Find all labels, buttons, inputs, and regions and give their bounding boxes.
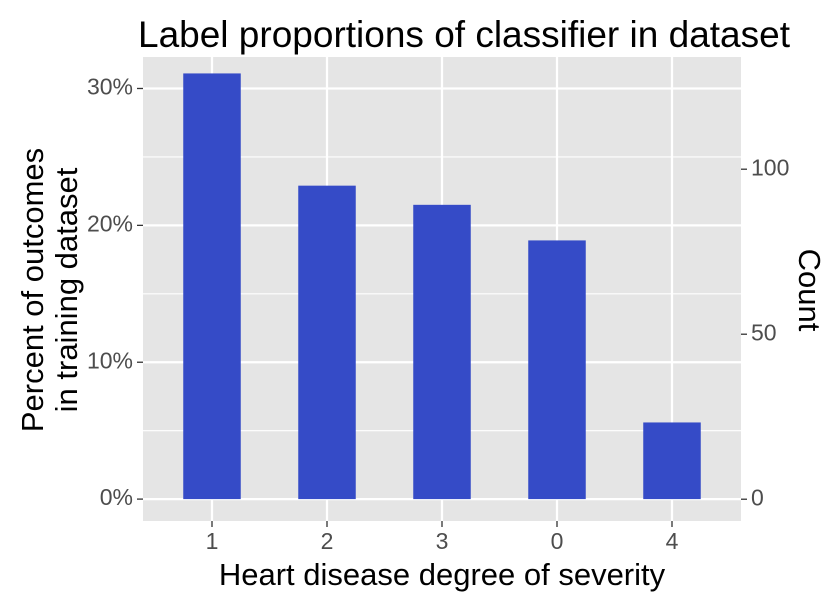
left-y-axis: 0% 10% 20% 30% [87, 74, 143, 510]
y-axis-title-line-2: in training dataset [49, 167, 84, 412]
bar-2 [298, 185, 356, 500]
bar-4 [643, 422, 701, 500]
right-axis-title-text: Count [792, 249, 827, 332]
y-axis-title: Percent of outcomes in training dataset [15, 148, 84, 432]
right-y-axis: 0 50 100 [741, 154, 789, 510]
right-tick-label: 0 [751, 484, 764, 510]
y-tick-label: 20% [87, 210, 133, 236]
y-axis-title-line-1: Percent of outcomes [15, 148, 50, 432]
y-tick-label: 0% [100, 484, 133, 510]
bar-0 [528, 240, 586, 500]
x-tick-label: 4 [666, 528, 679, 554]
x-tick-label: 1 [206, 528, 219, 554]
chart-title: Label proportions of classifier in datas… [138, 14, 791, 55]
x-axis-title: Heart disease degree of severity [219, 557, 666, 592]
x-tick-label: 2 [321, 528, 334, 554]
y-tick-label: 30% [87, 74, 133, 100]
bar-3 [413, 204, 471, 500]
x-tick-label: 3 [436, 528, 449, 554]
right-tick-label: 50 [751, 319, 777, 345]
right-tick-label: 100 [751, 154, 789, 180]
x-axis: 1 2 3 0 4 [206, 521, 679, 554]
bars [183, 73, 701, 500]
x-tick-label: 0 [551, 528, 564, 554]
y-tick-label: 10% [87, 347, 133, 373]
right-axis-title: Count [792, 249, 827, 332]
bar-1 [183, 73, 241, 500]
